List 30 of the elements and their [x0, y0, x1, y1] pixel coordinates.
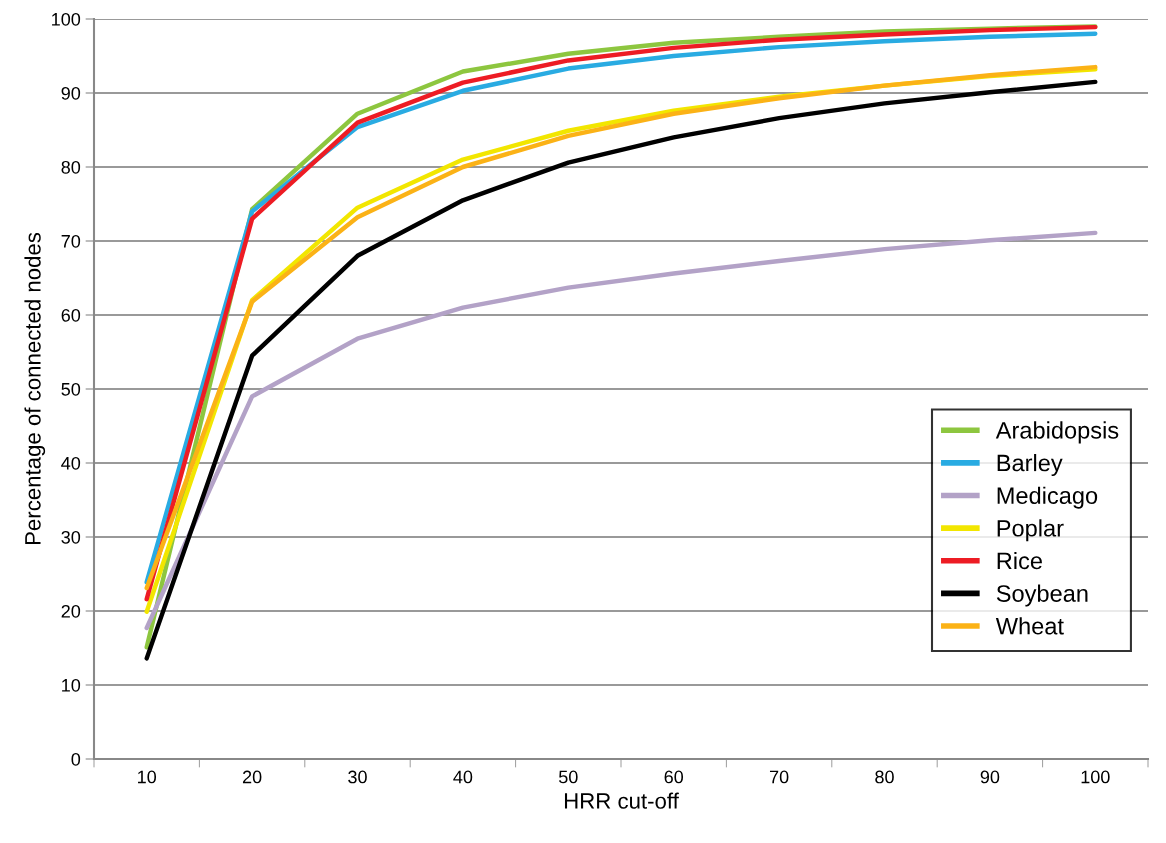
legend-label: Poplar: [997, 519, 1064, 542]
legend-label: Arabidopsis: [995, 421, 1119, 444]
x-tick-label: 40: [453, 770, 473, 784]
x-tick-label: 80: [875, 770, 894, 784]
y-tick-label: 50: [61, 382, 81, 396]
x-tick-label: 10: [138, 770, 157, 784]
y-tick-label: 100: [52, 12, 81, 26]
y-tick-label: 70: [61, 234, 81, 248]
y-tick-label: 20: [61, 604, 81, 618]
y-tick-label: 10: [62, 678, 81, 692]
legend-label: Medicago: [997, 486, 1098, 509]
x-tick-label: 100: [1081, 770, 1110, 784]
y-tick-label: 30: [61, 530, 81, 544]
legend-label: Barley: [997, 454, 1063, 477]
x-tick-label: 70: [769, 770, 789, 784]
x-tick-label: 30: [348, 770, 367, 784]
y-axis-title: Percentage of connected nodes: [24, 232, 46, 545]
y-tick-label: 80: [61, 160, 81, 174]
legend-label: Soybean: [996, 584, 1088, 607]
y-tick-label: 60: [61, 308, 81, 322]
y-tick-label: 40: [61, 456, 81, 470]
legend-label: Rice: [997, 551, 1042, 570]
x-tick-label: 90: [980, 770, 1000, 784]
legend-label: Wheat: [995, 617, 1064, 635]
x-tick-label: 20: [242, 770, 262, 784]
x-tick-label: 50: [558, 770, 578, 784]
y-tick-label: 90: [61, 86, 81, 100]
x-tick-label: 60: [664, 770, 684, 784]
x-axis-title: HRR cut-off: [564, 792, 679, 809]
y-tick-label: 0: [71, 752, 81, 766]
